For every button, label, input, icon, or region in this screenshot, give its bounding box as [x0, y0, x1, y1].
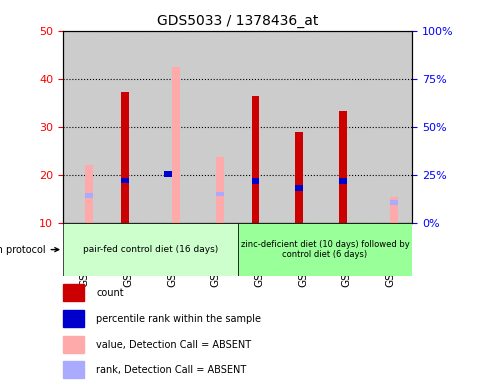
Bar — [338, 111, 346, 223]
Bar — [390, 200, 397, 205]
Bar — [121, 92, 128, 223]
Bar — [106, 31, 150, 223]
Bar — [324, 31, 368, 223]
FancyBboxPatch shape — [237, 223, 411, 276]
Bar — [85, 165, 92, 223]
Bar — [368, 31, 411, 223]
Text: zinc-deficient diet (10 days) followed by
control diet (6 days): zinc-deficient diet (10 days) followed b… — [240, 240, 408, 259]
Bar — [63, 310, 83, 327]
Bar — [63, 31, 106, 223]
FancyBboxPatch shape — [63, 223, 237, 276]
Bar — [63, 284, 83, 301]
Bar — [251, 178, 259, 184]
Bar — [63, 361, 83, 378]
Bar — [251, 96, 259, 223]
Bar — [237, 31, 281, 223]
Bar — [194, 31, 237, 223]
Text: value, Detection Call = ABSENT: value, Detection Call = ABSENT — [96, 339, 251, 350]
Title: GDS5033 / 1378436_at: GDS5033 / 1378436_at — [157, 14, 318, 28]
Bar — [338, 178, 346, 184]
Bar — [63, 336, 83, 353]
Bar — [172, 67, 180, 223]
Bar — [164, 171, 172, 177]
Text: growth protocol: growth protocol — [0, 245, 59, 255]
Bar — [121, 178, 128, 184]
Text: rank, Detection Call = ABSENT: rank, Detection Call = ABSENT — [96, 364, 246, 375]
Text: count: count — [96, 288, 123, 298]
Bar — [215, 157, 223, 223]
Bar — [390, 197, 397, 223]
Bar — [150, 31, 194, 223]
Text: pair-fed control diet (16 days): pair-fed control diet (16 days) — [83, 245, 217, 254]
Bar — [215, 192, 223, 196]
Bar — [295, 131, 302, 223]
Bar — [295, 185, 302, 191]
Bar — [85, 193, 92, 198]
Text: percentile rank within the sample: percentile rank within the sample — [96, 314, 260, 324]
Bar — [281, 31, 324, 223]
